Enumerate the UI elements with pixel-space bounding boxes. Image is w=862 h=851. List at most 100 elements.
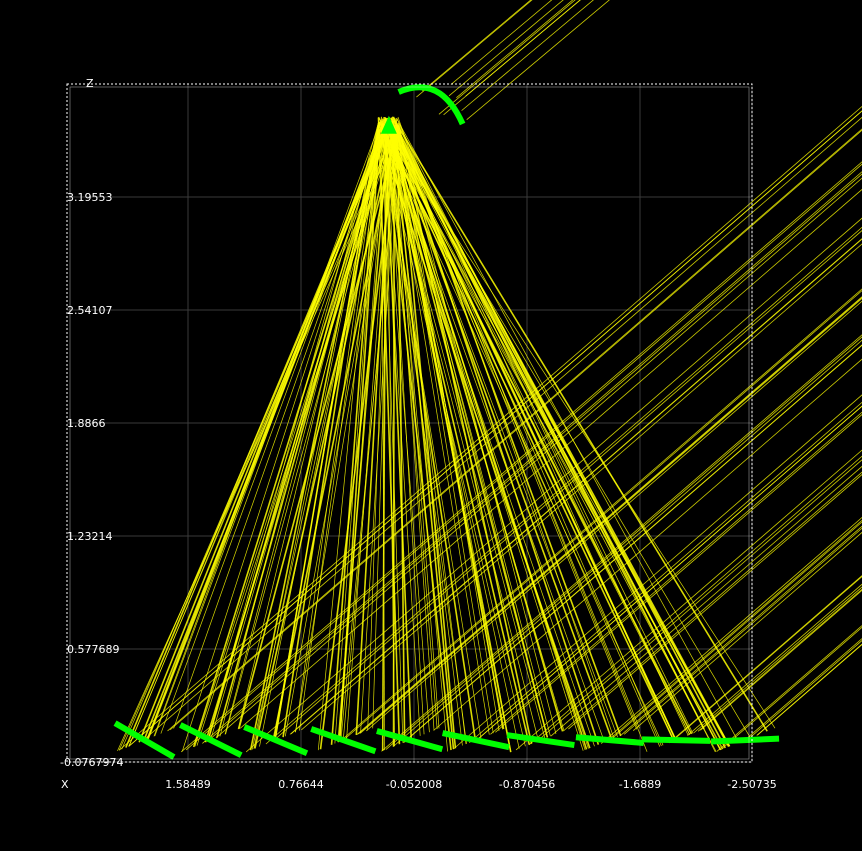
mirror-surface [710, 735, 780, 745]
x-tick-label: 0.76644 [278, 778, 324, 791]
incident-ray [180, 161, 862, 753]
reflected-ray [380, 126, 482, 739]
reflected-ray [384, 121, 661, 747]
reflected-ray [396, 117, 740, 743]
incident-ray [392, 339, 862, 748]
incident-ray [402, 344, 862, 744]
mirror-surface [310, 726, 377, 755]
ray-layer [117, 0, 862, 753]
x-tick-label: 1.58489 [165, 778, 211, 791]
z-tick-label: 1.23214 [67, 530, 113, 543]
reflected-ray [153, 123, 380, 737]
reflected-ray [272, 124, 398, 742]
reflected-ray [391, 118, 512, 753]
incident-ray [495, 414, 862, 733]
reflected-ray [284, 119, 398, 737]
reflected-ray [207, 117, 381, 742]
reflected-ray [196, 128, 396, 746]
x-tick-label: -0.052008 [386, 778, 442, 791]
receiver [380, 115, 397, 134]
reflected-ray [381, 118, 452, 751]
reflected-ray [210, 128, 388, 741]
incident-ray [356, 296, 862, 736]
z-tick-label: 2.54107 [67, 304, 113, 317]
reflected-ray [397, 122, 557, 735]
reflected-ray [383, 123, 723, 750]
reflected-ray [389, 124, 730, 748]
reflected-ray [377, 122, 664, 746]
reflected-ray [225, 124, 393, 735]
mirror-surface [178, 722, 243, 758]
reflected-ray [386, 123, 395, 747]
reflected-ray [388, 117, 551, 737]
incident-ray [453, 394, 862, 750]
reflected-ray [399, 125, 716, 753]
incident-ray [301, 243, 862, 731]
reflected-ray [160, 121, 386, 734]
incident-ray [456, 0, 574, 98]
reflected-ray [384, 128, 605, 743]
reflected-ray [146, 118, 386, 740]
incident-ray [465, 0, 581, 97]
incident-ray [536, 459, 862, 743]
z-tick-label: 3.19553 [67, 191, 113, 204]
z-tick-label: 0.577689 [67, 643, 120, 656]
reflected-ray [383, 123, 584, 751]
incident-ray [448, 0, 564, 97]
reflected-ray [334, 129, 380, 744]
incident-ray [600, 516, 862, 744]
reflected-ray [117, 130, 399, 752]
reflected-ray [381, 120, 717, 752]
reflected-ray [385, 121, 463, 746]
incident-ray [422, 0, 532, 92]
incident-ray [450, 0, 553, 85]
incident-ray [756, 643, 862, 736]
incident-ray [185, 163, 862, 751]
incident-ray [607, 519, 862, 742]
reflected-ray [382, 125, 477, 741]
reflected-ray [295, 117, 382, 733]
incident-ray [381, 334, 862, 752]
heliostat-mirror [178, 722, 243, 758]
x-tick-label: -2.50735 [727, 778, 776, 791]
reflected-ray [389, 124, 467, 745]
incident-ray [215, 177, 862, 739]
reflected-ray [387, 122, 512, 753]
heliostat-mirror [506, 732, 575, 749]
incident-ray [550, 465, 862, 737]
incident-ray [438, 0, 576, 115]
incident-ray [461, 0, 594, 111]
heliostat-mirror [641, 736, 711, 744]
secondary-mirror [397, 84, 466, 126]
incident-ray [469, 401, 862, 744]
reflected-ray [251, 122, 389, 750]
tick-labels: 1.58489 0.76644 -0.052008 -0.870456 -1.6889 -… [60, 191, 777, 791]
incident-ray [668, 575, 862, 744]
mirror-surface [113, 720, 176, 760]
reflected-ray [382, 123, 531, 745]
incident-ray [466, 0, 610, 121]
incident-ray [477, 405, 862, 740]
incident-ray [272, 230, 862, 742]
reflected-ray [390, 117, 600, 745]
incident-ray [385, 336, 862, 750]
incident-ray [365, 300, 862, 732]
incident-ray [562, 471, 862, 732]
incident-ray [206, 173, 862, 742]
incident-ray [700, 589, 862, 731]
reflected-ray [377, 117, 401, 745]
incident-ray [670, 576, 862, 743]
reflected-ray [317, 119, 380, 751]
mirror-surface [441, 730, 510, 751]
reflected-ray [360, 124, 399, 734]
reflected-ray [181, 121, 386, 752]
heliostat-mirror [376, 728, 444, 753]
reflected-ray [389, 117, 548, 738]
reflected-ray [386, 124, 677, 741]
reflected-ray [394, 117, 689, 736]
reflected-ray [330, 125, 380, 745]
x-axis-name: X [61, 778, 69, 791]
reflected-ray [378, 121, 693, 735]
x-tick-label: -0.870456 [499, 778, 555, 791]
